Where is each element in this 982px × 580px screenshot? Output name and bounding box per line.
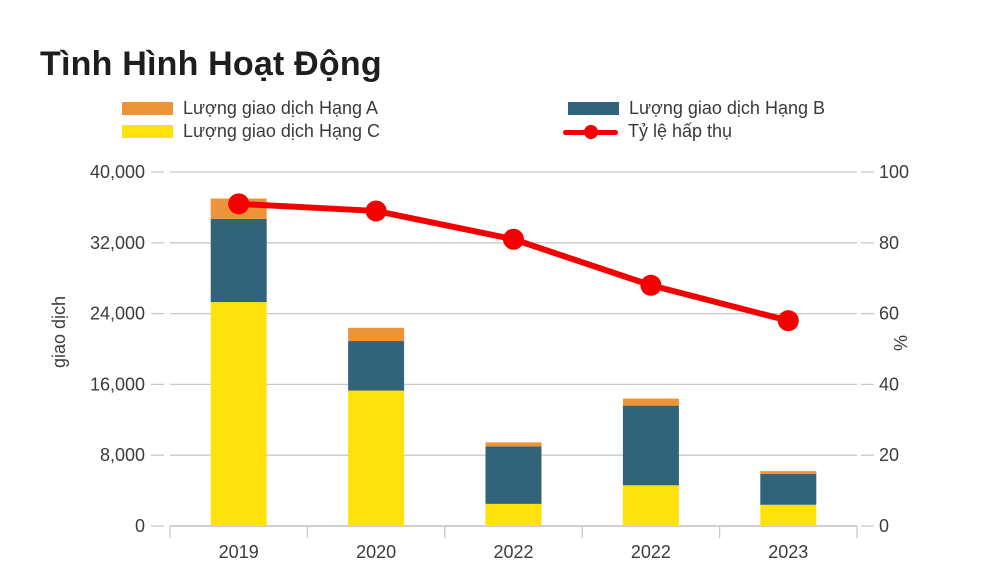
- x-axis-label: 2019: [219, 542, 259, 562]
- left-axis-tick-label: 40,000: [90, 162, 145, 182]
- legend-item-hang-a[interactable]: Lượng giao dịch Hạng A: [122, 98, 568, 119]
- left-axis-tick-label: 0: [135, 516, 145, 536]
- left-axis-tick-label: 8,000: [100, 445, 145, 465]
- bar-segment: [760, 473, 817, 505]
- absorption-point: [228, 193, 250, 215]
- hang-b-swatch-icon: [568, 102, 619, 115]
- left-axis-tick-label: 32,000: [90, 233, 145, 253]
- legend-label: Lượng giao dịch Hạng C: [183, 121, 380, 141]
- right-axis-tick-label: 40: [879, 374, 899, 394]
- hang-a-swatch-icon: [122, 102, 173, 115]
- x-axis-label: 2022: [493, 542, 533, 562]
- legend-label: Lượng giao dịch Hạng B: [629, 98, 825, 118]
- bar-segment: [485, 503, 542, 526]
- legend-item-hang-c[interactable]: Lượng giao dịch Hạng C: [122, 121, 568, 142]
- bar-segment: [348, 390, 405, 526]
- bar-segment: [210, 302, 267, 526]
- absorption-point: [640, 274, 662, 296]
- right-axis-tick-label: 100: [879, 162, 909, 182]
- right-axis-tick-label: 20: [879, 445, 899, 465]
- right-axis-tick-label: 80: [879, 233, 899, 253]
- x-axis-label: 2020: [356, 542, 396, 562]
- bar-segment: [348, 327, 405, 342]
- legend-item-hang-b[interactable]: Lượng giao dịch Hạng B: [568, 98, 825, 119]
- bar-segment: [622, 405, 679, 486]
- hang-c-swatch-icon: [122, 125, 173, 138]
- legend-label: Lượng giao dịch Hạng A: [183, 98, 378, 118]
- absorption-line: [235, 200, 792, 324]
- bar-segment: [622, 485, 679, 526]
- legend-label: Tỷ lệ hấp thụ: [628, 121, 733, 141]
- right-axis-title: %: [891, 335, 911, 351]
- chart-title: Tình Hình Hoạt Động: [40, 44, 382, 83]
- bar-segment: [760, 471, 817, 474]
- absorption-point: [503, 228, 524, 250]
- left-axis-tick-label: 16,000: [90, 374, 145, 394]
- right-axis-tick-label: 60: [879, 304, 899, 324]
- bar-segment: [485, 442, 542, 447]
- legend-item-absorption[interactable]: Tỷ lệ hấp thụ: [563, 121, 825, 142]
- line-dot-marker-icon: [563, 124, 618, 139]
- combo-chart: 0 0 8,000 20 16,000 40 24,000 60 32,000 80 40,000 1…: [49, 162, 911, 562]
- absorption-point: [777, 310, 799, 332]
- bar-segment: [760, 504, 817, 526]
- chart-legend: Lượng giao dịch Hạng A Lượng giao dịch H…: [122, 97, 825, 143]
- bar-segment: [622, 398, 679, 406]
- left-axis-tick-label: 24,000: [90, 304, 145, 324]
- right-axis-tick-label: 0: [879, 516, 889, 536]
- x-axis-label: 2022: [631, 542, 671, 562]
- bar-segment: [210, 218, 267, 303]
- absorption-point: [365, 200, 387, 222]
- x-axis-label: 2023: [768, 542, 808, 562]
- left-axis-title: giao dịch: [49, 296, 69, 368]
- bar-segment: [348, 341, 405, 391]
- bar-segment: [485, 446, 542, 504]
